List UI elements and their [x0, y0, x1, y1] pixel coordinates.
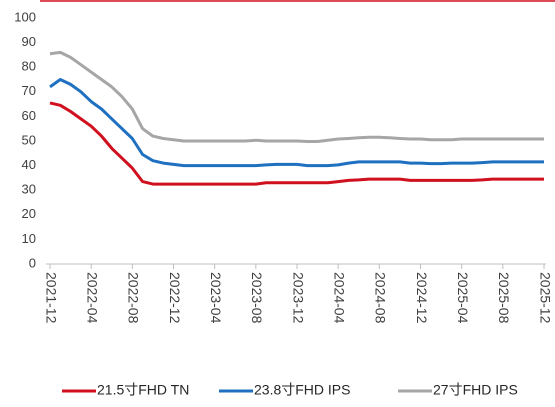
- x-tick-label: 2023-04: [208, 272, 224, 324]
- x-tick-label: 2024-08: [373, 272, 389, 324]
- legend-label: 27寸FHD IPS: [433, 382, 518, 398]
- x-tick-label: 2022-04: [84, 272, 100, 324]
- x-tick-label: 2025-12: [537, 272, 553, 324]
- legend-label: 23.8寸FHD IPS: [254, 382, 350, 398]
- y-tick-label: 30: [22, 182, 36, 197]
- series-line: [49, 50, 544, 143]
- x-tick-label: 2022-08: [126, 272, 142, 324]
- x-tick-label: 2024-04: [331, 272, 347, 324]
- y-tick-label: 60: [22, 108, 36, 123]
- y-tick-label: 100: [14, 9, 36, 24]
- y-tick-label: 90: [22, 34, 36, 49]
- x-tick-label: 2021-12: [43, 272, 59, 324]
- y-tick-label: 0: [29, 255, 36, 270]
- legend-label: 21.5寸FHD TN: [97, 382, 189, 398]
- x-tick-label: 2023-12: [290, 272, 306, 324]
- x-tick-label: 2023-08: [249, 272, 265, 324]
- y-tick-label: 10: [22, 231, 36, 246]
- x-tick-label: 2024-12: [414, 272, 430, 324]
- x-tick-label: 2025-08: [496, 272, 512, 324]
- series-line: [49, 101, 544, 186]
- y-tick-label: 70: [22, 83, 36, 98]
- y-tick-label: 40: [22, 157, 36, 172]
- series-line: [49, 78, 544, 168]
- x-tick-label: 2022-12: [167, 272, 183, 324]
- y-tick-label: 50: [22, 132, 36, 147]
- y-tick-label: 20: [22, 206, 36, 221]
- x-tick-label: 2025-04: [455, 272, 471, 324]
- y-tick-label: 80: [22, 59, 36, 74]
